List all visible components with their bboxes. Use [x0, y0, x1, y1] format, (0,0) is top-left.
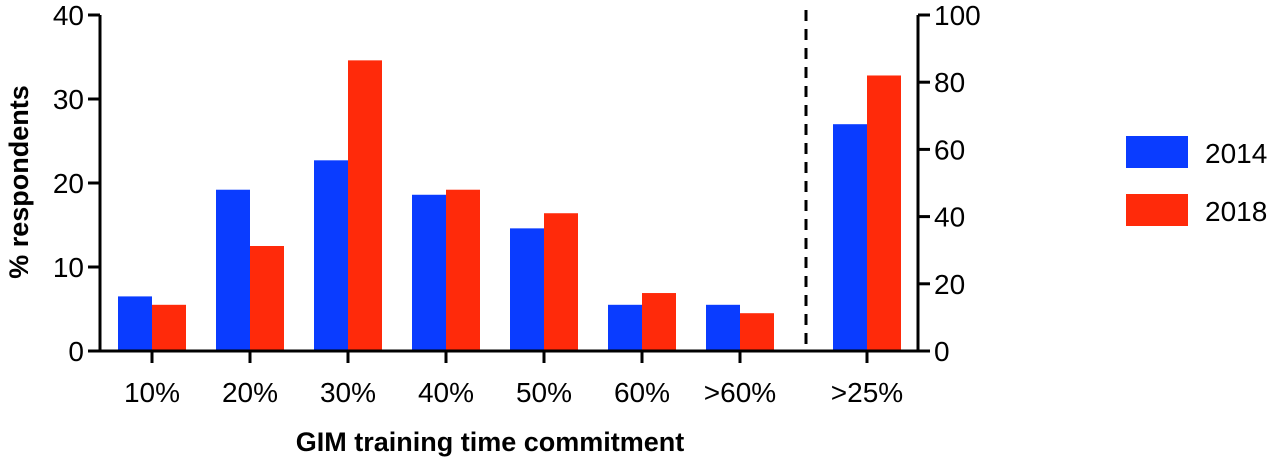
axes-layer	[88, 10, 930, 363]
bar-2018-60%	[642, 293, 676, 351]
right-y-tick-label: 80	[934, 67, 965, 98]
bar-2014-40%	[412, 195, 446, 351]
legend-label-2018: 2018	[1205, 196, 1267, 227]
bar-2018-10%	[152, 305, 186, 351]
bar-2014-30%	[314, 160, 348, 351]
bar-2018-30%	[348, 60, 382, 351]
right-y-tick-label: 60	[934, 134, 965, 165]
bar-2014-60%	[608, 305, 642, 351]
x-tick-label: >25%	[831, 377, 903, 408]
right-y-tick-label: 100	[934, 0, 981, 31]
bar-2018->60%	[740, 313, 774, 351]
legend: 2014 2018	[1126, 136, 1267, 227]
right-y-tick-label: 20	[934, 269, 965, 300]
bar-2018-50%	[544, 213, 578, 351]
y-axis-title: % respondents	[4, 85, 34, 279]
x-tick-label: 10%	[124, 377, 180, 408]
x-axis-title: GIM training time commitment	[296, 427, 685, 457]
bar-2014-10%	[118, 296, 152, 351]
left-y-tick-label: 20	[53, 168, 84, 199]
legend-swatch-2014	[1126, 136, 1188, 168]
bar-2014->60%	[706, 305, 740, 351]
bar-2014-50%	[510, 228, 544, 351]
bar-2014->25%	[833, 124, 867, 351]
bar-2018->25%	[867, 75, 901, 351]
legend-label-2014: 2014	[1205, 138, 1267, 169]
x-tick-label: 40%	[418, 377, 474, 408]
bar-2018-20%	[250, 246, 284, 351]
left-y-tick-label: 30	[53, 84, 84, 115]
bar-2018-40%	[446, 190, 480, 351]
x-tick-label: >60%	[704, 377, 776, 408]
bar-2014-20%	[216, 190, 250, 351]
left-y-tick-label: 40	[53, 0, 84, 31]
x-tick-label: 60%	[614, 377, 670, 408]
legend-swatch-2018	[1126, 194, 1188, 226]
x-tick-label: 20%	[222, 377, 278, 408]
x-tick-label: 30%	[320, 377, 376, 408]
right-y-tick-label: 40	[934, 202, 965, 233]
right-y-tick-label: 0	[934, 336, 950, 367]
left-y-tick-label: 10	[53, 252, 84, 283]
x-tick-label: 50%	[516, 377, 572, 408]
bars-layer	[118, 60, 901, 351]
left-y-tick-label: 0	[68, 336, 84, 367]
